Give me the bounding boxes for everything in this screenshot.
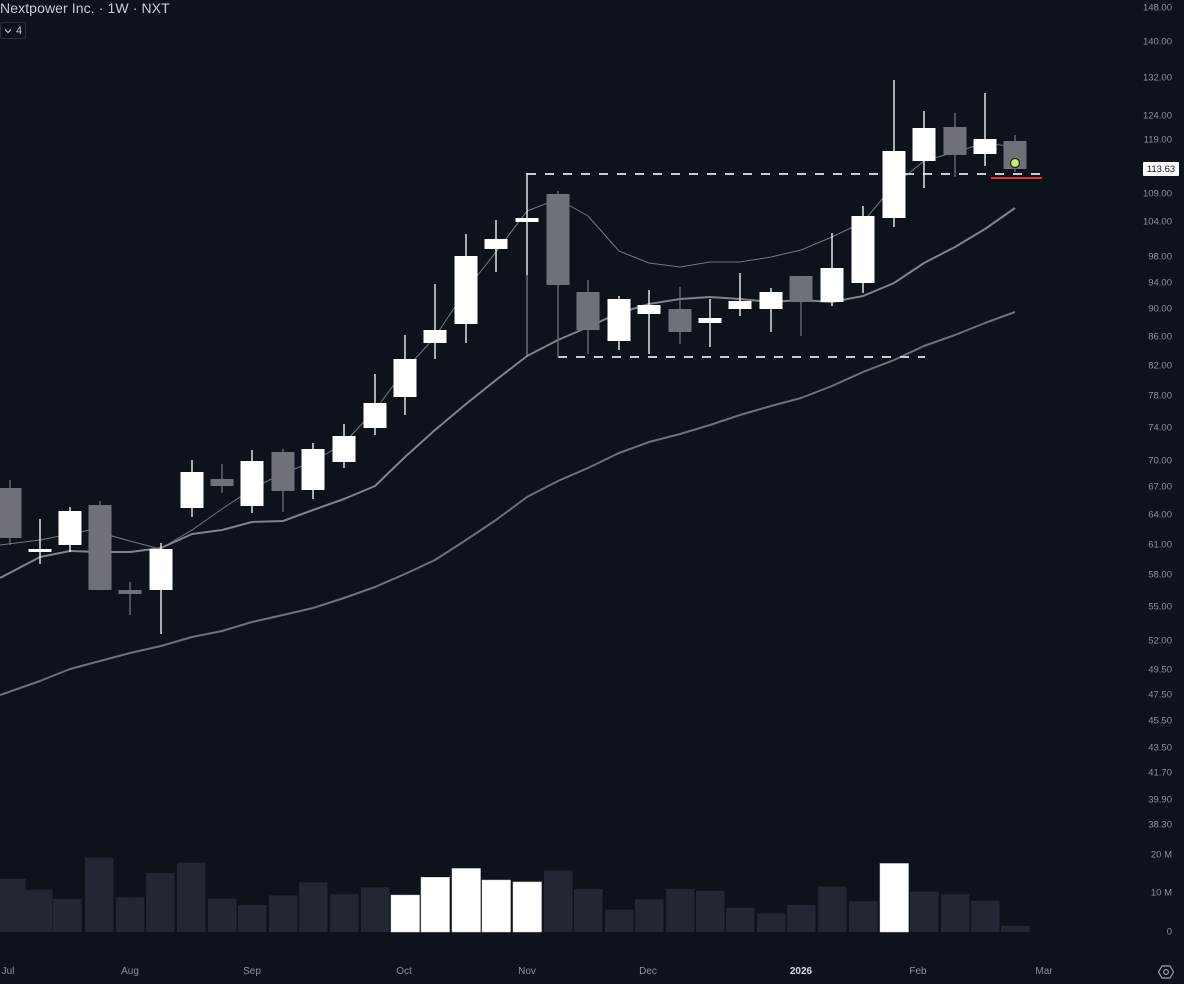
- indicators-toggle-button[interactable]: 4: [0, 22, 27, 39]
- price-tick-label: 45.50: [1148, 715, 1172, 727]
- price-tick-label: 86.00: [1148, 331, 1172, 343]
- price-tick-label: 52.00: [1148, 635, 1172, 647]
- volume-tick-label: 10 M: [1150, 887, 1172, 899]
- indicators-count: 4: [16, 24, 23, 37]
- chart-title: Nextpower Inc. · 1W · NXT: [0, 0, 170, 16]
- candle[interactable]: [0, 480, 22, 545]
- candle[interactable]: [210, 464, 234, 493]
- candle[interactable]: [820, 233, 844, 306]
- candle[interactable]: [759, 288, 783, 332]
- candle[interactable]: [546, 191, 570, 357]
- price-tick-label: 124.00: [1142, 110, 1172, 122]
- price-tick-label: 64.00: [1148, 509, 1172, 521]
- time-tick-label: Feb: [909, 966, 927, 977]
- time-tick-label: Aug: [121, 966, 139, 977]
- entry-marker: [1009, 157, 1021, 169]
- candle[interactable]: [454, 234, 478, 343]
- time-tick-label: Jul: [1, 966, 15, 977]
- price-tick-label: 55.00: [1148, 601, 1172, 613]
- candle[interactable]: [576, 280, 600, 354]
- candle[interactable]: [180, 460, 204, 517]
- candle[interactable]: [851, 206, 875, 293]
- candle[interactable]: [58, 507, 82, 552]
- candle[interactable]: [698, 299, 722, 347]
- time-tick-label: Sep: [243, 966, 261, 977]
- chevron-down-icon: [4, 28, 12, 33]
- candle[interactable]: [728, 273, 752, 316]
- price-tick-label: 58.00: [1148, 569, 1172, 581]
- price-tick-label: 61.00: [1148, 539, 1172, 551]
- price-tick-label: 94.00: [1148, 277, 1172, 289]
- price-tick-label: 119.00: [1143, 134, 1172, 146]
- price-tick-label: 49.50: [1148, 664, 1172, 676]
- candle[interactable]: [393, 335, 417, 415]
- price-tick-label: 43.50: [1148, 742, 1172, 754]
- price-tick-label: 109.00: [1142, 188, 1172, 200]
- price-tick-label: 98.00: [1148, 251, 1172, 263]
- price-tick-label: 38.30: [1148, 819, 1172, 831]
- price-tick-label: 47.50: [1148, 689, 1172, 701]
- time-tick-label: Nov: [518, 966, 536, 977]
- price-tick-label: 148.00: [1142, 2, 1172, 14]
- candle[interactable]: [637, 290, 661, 354]
- price-tick-label: 90.00: [1148, 303, 1172, 315]
- candle[interactable]: [484, 220, 508, 272]
- candle[interactable]: [301, 443, 325, 499]
- candle[interactable]: [882, 80, 906, 227]
- price-tick-label: 104.00: [1142, 216, 1172, 228]
- candlesticks[interactable]: [0, 80, 1027, 634]
- candle[interactable]: [240, 450, 264, 513]
- candle[interactable]: [668, 287, 692, 344]
- candle[interactable]: [332, 424, 356, 468]
- price-tick-label: 67.00: [1148, 481, 1172, 493]
- time-tick-label: 2026: [789, 966, 813, 977]
- price-tick-label: 132.00: [1142, 72, 1172, 84]
- candle[interactable]: [973, 93, 997, 166]
- price-tick-label: 74.00: [1148, 422, 1172, 434]
- candle[interactable]: [88, 501, 112, 590]
- candle[interactable]: [363, 374, 387, 435]
- price-tick-label: 140.00: [1142, 36, 1172, 48]
- price-tick-label: 82.00: [1148, 360, 1172, 372]
- candle[interactable]: [423, 284, 447, 359]
- volume-tick-label: 0: [1166, 926, 1172, 938]
- volume-bars: [0, 857, 1030, 933]
- candle[interactable]: [943, 113, 967, 177]
- candle[interactable]: [118, 582, 142, 615]
- time-tick-label: Oct: [396, 966, 412, 977]
- time-tick-label: Dec: [639, 966, 657, 977]
- price-tick-label: 39.90: [1148, 794, 1172, 806]
- price-tick-label: 78.00: [1148, 390, 1172, 402]
- time-tick-label: Mar: [1035, 966, 1053, 977]
- current-price-label: 113.63: [1143, 162, 1179, 176]
- candle[interactable]: [271, 449, 295, 512]
- candle[interactable]: [28, 519, 52, 564]
- candle[interactable]: [912, 111, 936, 188]
- volume-tick-label: 20 M: [1150, 849, 1172, 861]
- candle[interactable]: [149, 543, 173, 634]
- candle[interactable]: [515, 173, 539, 275]
- chart-settings-button[interactable]: [1157, 965, 1175, 979]
- price-tick-label: 41.70: [1148, 767, 1172, 779]
- gear-hex-icon: [1157, 965, 1175, 979]
- candle[interactable]: [789, 276, 813, 336]
- candle[interactable]: [607, 296, 631, 350]
- price-tick-label: 70.00: [1148, 455, 1172, 467]
